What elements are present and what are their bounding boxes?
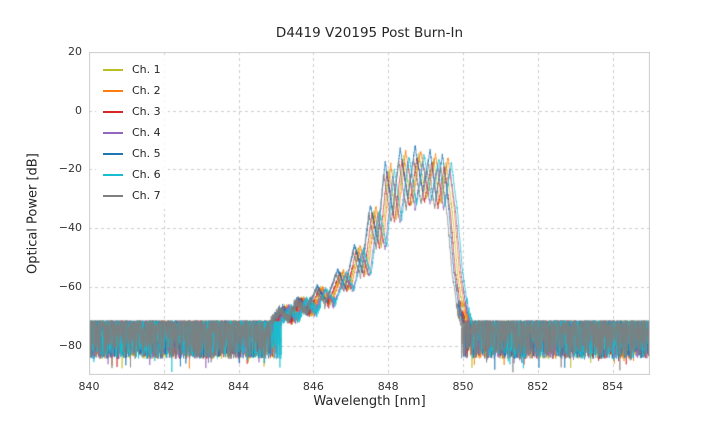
x-tick-label-844: 844 [228, 380, 250, 393]
chart-canvas [89, 52, 650, 375]
legend-label: Ch. 2 [132, 84, 161, 97]
x-tick-label-854: 854 [602, 380, 624, 393]
legend-item-ch-5: Ch. 5 [103, 143, 161, 164]
x-tick-label-846: 846 [302, 380, 324, 393]
legend-label: Ch. 1 [132, 63, 161, 76]
y-tick-label--80: −80 [58, 338, 82, 352]
legend-item-ch-1: Ch. 1 [103, 59, 161, 80]
legend-line-swatch [103, 152, 123, 155]
legend-item-ch-2: Ch. 2 [103, 80, 161, 101]
y-tick-label--20: −20 [58, 162, 82, 176]
legend-label: Ch. 7 [132, 189, 161, 202]
legend-line-swatch [103, 110, 123, 113]
legend: Ch. 1 Ch. 2 Ch. 3 Ch. 4 Ch. 5 Ch. 6 Ch. 7 [96, 56, 168, 209]
legend-label: Ch. 3 [132, 105, 161, 118]
y-axis-label: Optical Power [dB] [25, 153, 41, 274]
y-tick-label-20: 20 [68, 45, 82, 58]
legend-item-ch-4: Ch. 4 [103, 122, 161, 143]
legend-label: Ch. 4 [132, 126, 161, 139]
y-tick-label-0: 0 [75, 103, 82, 117]
chart-title: D4419 V20195 Post Burn-In [275, 25, 464, 41]
legend-line-swatch [103, 131, 123, 134]
legend-item-ch-6: Ch. 6 [103, 164, 161, 185]
x-tick-label-842: 842 [153, 380, 175, 393]
plot-area: Ch. 1 Ch. 2 Ch. 3 Ch. 4 Ch. 5 Ch. 6 Ch. 7 [89, 52, 650, 375]
x-tick-label-848: 848 [377, 380, 399, 393]
y-tick-label--60: −60 [58, 279, 82, 293]
x-axis-label: Wavelength [nm] [313, 394, 426, 409]
legend-line-swatch [103, 194, 123, 197]
legend-label: Ch. 5 [132, 147, 161, 160]
legend-item-ch-3: Ch. 3 [103, 101, 161, 122]
x-tick-label-840: 840 [78, 380, 100, 393]
legend-line-swatch [103, 173, 123, 176]
legend-label: Ch. 6 [132, 168, 161, 181]
x-tick-label-852: 852 [527, 380, 549, 393]
x-tick-label-850: 850 [452, 380, 474, 393]
legend-item-ch-7: Ch. 7 [103, 185, 161, 206]
legend-line-swatch [103, 68, 123, 71]
legend-line-swatch [103, 89, 123, 92]
y-tick-label--40: −40 [58, 221, 82, 235]
